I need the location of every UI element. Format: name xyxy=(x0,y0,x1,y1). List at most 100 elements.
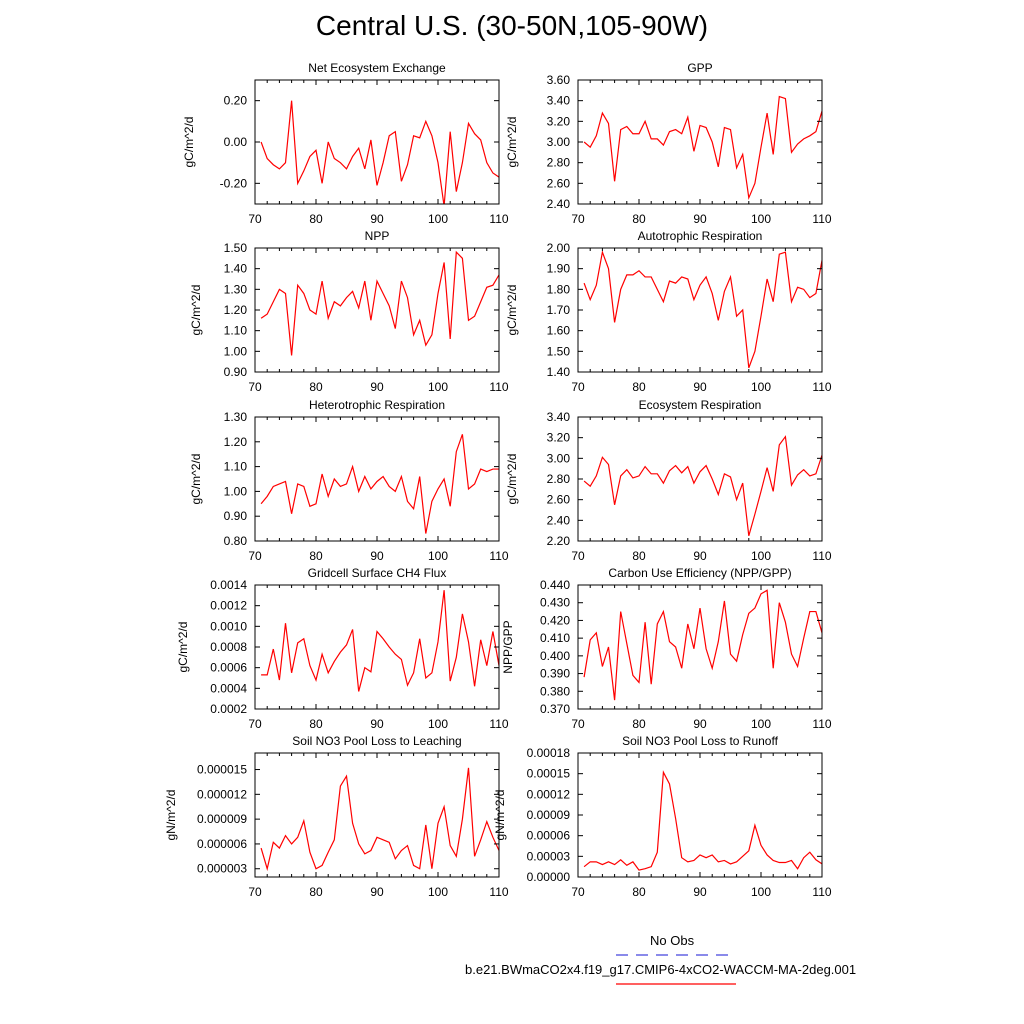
y-tick-label: 1.70 xyxy=(547,303,571,317)
x-tick-label: 90 xyxy=(370,549,384,563)
y-tick-label: 0.000009 xyxy=(197,812,247,826)
y-tick-label: -0.20 xyxy=(220,176,248,190)
series-line xyxy=(260,434,499,534)
plot-frame xyxy=(254,584,500,710)
x-tick-label: 90 xyxy=(370,885,384,899)
y-tick-label: 2.80 xyxy=(547,156,571,170)
y-tick-label: 1.80 xyxy=(547,282,571,296)
page-title: Central U.S. (30-50N,105-90W) xyxy=(315,10,709,41)
y-tick-label: 0.80 xyxy=(224,534,248,548)
chart-panel-8: 70 80 90 100 110 0.370 0.380 0.390 0.400 0.410 0.4… xyxy=(501,566,832,731)
x-tick-label: 100 xyxy=(428,549,448,563)
series-line xyxy=(583,95,822,201)
y-tick-label: 1.00 xyxy=(224,344,248,358)
y-tick-label: 1.10 xyxy=(224,460,248,474)
x-tick-label: 110 xyxy=(489,212,508,226)
y-tick-label: 1.30 xyxy=(224,410,248,424)
y-tick-label: 0.0004 xyxy=(210,681,247,695)
x-tick-label: 70 xyxy=(571,885,585,899)
series-line xyxy=(260,767,499,872)
chart-panel-2: 70 80 90 100 110 2.40 2.60 2.80 3.00 3.20 3.40 3.60… xyxy=(505,61,832,226)
chart-title: Autotrophic Respiration xyxy=(638,229,763,243)
y-tick-label: 0.00018 xyxy=(527,746,571,760)
y-tick-label: 0.410 xyxy=(540,631,570,645)
x-tick-label: 70 xyxy=(571,717,585,731)
x-tick-label: 80 xyxy=(632,717,646,731)
x-tick-label: 80 xyxy=(309,885,323,899)
y-tick-label: 0.00015 xyxy=(527,767,571,781)
y-tick-label: 1.20 xyxy=(224,303,248,317)
chart-title: Gridcell Surface CH4 Flux xyxy=(308,566,447,580)
series-line xyxy=(583,770,822,871)
y-tick-label: 0.0006 xyxy=(210,661,247,675)
x-tick-label: 80 xyxy=(309,549,323,563)
x-tick-label: 90 xyxy=(693,885,707,899)
y-tick-label: 1.50 xyxy=(547,344,571,358)
x-tick-label: 110 xyxy=(489,885,508,899)
x-tick-label: 110 xyxy=(812,885,831,899)
chart-panel-10: 70 80 90 100 110 0.00000 0.00003 0.00006 0.00009… xyxy=(493,734,832,899)
y-tick-label: 2.20 xyxy=(547,534,571,548)
y-tick-label: 0.20 xyxy=(224,94,248,108)
y-tick-label: 2.60 xyxy=(547,176,571,190)
plot-frame xyxy=(577,416,823,542)
y-tick-label: 3.40 xyxy=(547,94,571,108)
y-tick-label: 3.60 xyxy=(547,73,571,87)
chart-title: Soil NO3 Pool Loss to Runoff xyxy=(622,734,779,748)
chart-panel-9: 70 80 90 100 110 0.000003 0.000006 0.000009 0.00… xyxy=(164,734,509,899)
x-tick-label: 100 xyxy=(751,885,771,899)
x-tick-label: 70 xyxy=(248,717,262,731)
chart-title: NPP xyxy=(365,229,390,243)
chart-title: Net Ecosystem Exchange xyxy=(308,61,446,75)
y-axis-label: gC/m^2/d xyxy=(189,285,203,336)
y-tick-label: 3.40 xyxy=(547,410,571,424)
y-tick-label: 0.0012 xyxy=(210,599,247,613)
y-tick-label: 0.400 xyxy=(540,649,570,663)
x-tick-label: 110 xyxy=(812,717,831,731)
chart-title: Carbon Use Efficiency (NPP/GPP) xyxy=(608,566,791,580)
x-tick-label: 90 xyxy=(370,212,384,226)
y-tick-label: 3.00 xyxy=(547,451,571,465)
legend-model-label: b.e21.BWmaCO2x4.f19_g17.CMIP6-4xCO2-WACC… xyxy=(465,962,857,977)
y-tick-label: 0.000003 xyxy=(197,862,247,876)
x-tick-label: 70 xyxy=(571,549,585,563)
y-tick-label: 0.430 xyxy=(540,596,570,610)
y-axis-label: gC/m^2/d xyxy=(505,454,519,505)
x-tick-label: 70 xyxy=(248,885,262,899)
y-tick-label: 0.000015 xyxy=(197,763,247,777)
series-line xyxy=(261,590,499,692)
y-tick-label: 0.0014 xyxy=(210,578,247,592)
y-tick-label: 0.420 xyxy=(540,613,570,627)
series-line xyxy=(583,589,822,701)
x-tick-label: 110 xyxy=(812,549,831,563)
x-tick-label: 90 xyxy=(693,549,707,563)
x-tick-label: 90 xyxy=(370,717,384,731)
y-tick-label: 2.00 xyxy=(547,241,571,255)
y-tick-label: 3.00 xyxy=(547,135,571,149)
y-axis-label: gC/m^2/d xyxy=(505,285,519,336)
series-line xyxy=(260,100,499,204)
chart-panel-7: 70 80 90 100 110 0.0002 0.0004 0.0006 0.0008 0.00… xyxy=(176,566,509,731)
y-tick-label: 1.20 xyxy=(224,435,248,449)
series-line xyxy=(583,435,822,536)
y-tick-label: 1.10 xyxy=(224,324,248,338)
y-tick-label: 1.60 xyxy=(547,324,571,338)
y-axis-label: gC/m^2/d xyxy=(505,117,519,168)
x-tick-label: 100 xyxy=(428,717,448,731)
x-tick-label: 80 xyxy=(632,885,646,899)
chart-title: Ecosystem Respiration xyxy=(639,398,762,412)
chart-title: Heterotrophic Respiration xyxy=(309,398,445,412)
y-tick-label: 0.00000 xyxy=(527,870,571,884)
x-tick-label: 90 xyxy=(693,212,707,226)
y-tick-label: 1.90 xyxy=(547,262,571,276)
y-tick-label: 0.0010 xyxy=(210,619,247,633)
y-axis-label: NPP/GPP xyxy=(501,620,515,673)
y-tick-label: 0.390 xyxy=(540,667,570,681)
y-tick-label: 0.000006 xyxy=(197,837,247,851)
x-tick-label: 110 xyxy=(489,549,508,563)
y-axis-label: gC/m^2/d xyxy=(182,117,196,168)
y-tick-label: 0.0002 xyxy=(210,702,247,716)
y-tick-label: 0.00009 xyxy=(527,808,571,822)
x-tick-label: 80 xyxy=(632,549,646,563)
y-tick-label: 0.380 xyxy=(540,684,570,698)
